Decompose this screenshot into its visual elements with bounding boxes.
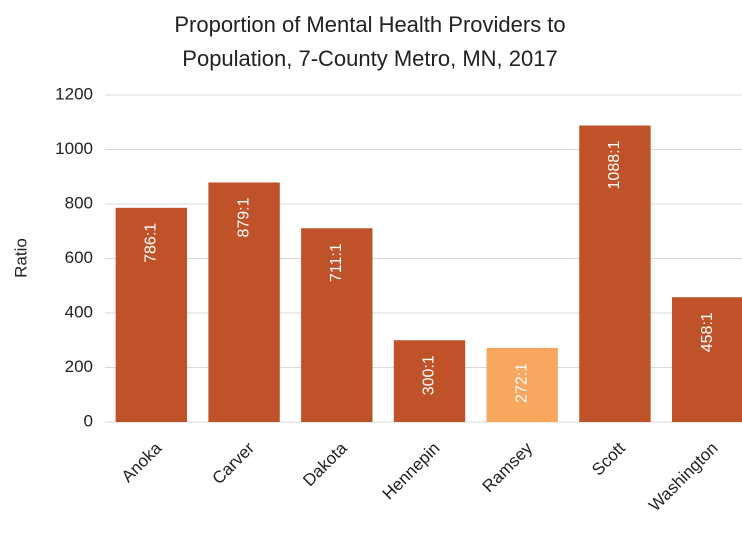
data-label: 786:1	[143, 223, 160, 263]
data-label: 300:1	[421, 355, 438, 395]
bar	[486, 347, 558, 422]
data-label: 711:1	[328, 243, 345, 282]
y-tick-label: 1200	[55, 84, 93, 103]
y-tick-label: 1000	[55, 139, 93, 158]
x-tick-label: Hennepin	[379, 439, 444, 504]
bar	[208, 182, 280, 422]
bar	[393, 340, 466, 422]
bar	[301, 228, 373, 422]
x-tick-label: Dakota	[299, 438, 351, 490]
y-tick-label: 600	[65, 248, 93, 267]
x-tick-label: Washington	[645, 439, 721, 515]
data-label: 879:1	[235, 197, 252, 237]
y-tick-label: 0	[84, 411, 93, 430]
x-tick-label: Carver	[209, 438, 259, 488]
y-tick-label: 400	[65, 302, 93, 321]
data-label: 272:1	[513, 363, 530, 403]
data-label: 1088:1	[606, 140, 623, 189]
y-tick-label: 200	[65, 357, 93, 376]
x-tick-label: Scott	[588, 438, 629, 479]
x-tick-label: Anoka	[118, 438, 166, 486]
data-label: 458:1	[699, 312, 716, 352]
x-tick-label: Ramsey	[479, 438, 537, 496]
y-tick-label: 800	[65, 193, 93, 212]
bar	[115, 207, 188, 422]
bar	[671, 297, 742, 422]
bar	[579, 125, 651, 423]
y-axis-label: Ratio	[11, 238, 30, 278]
chart-title: Population, 7-County Metro, MN, 2017	[182, 46, 557, 71]
chart-title: Proportion of Mental Health Providers to	[174, 12, 565, 37]
